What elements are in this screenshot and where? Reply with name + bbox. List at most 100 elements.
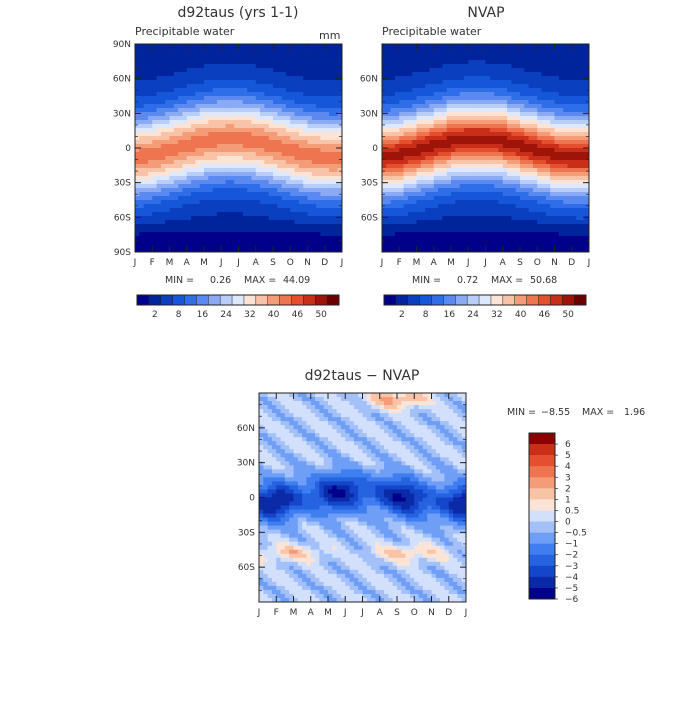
heatmap-cell [204,72,209,77]
heatmap-cell [260,120,265,125]
heatmap-cell [559,148,564,153]
heatmap-cell [507,224,512,229]
heatmap-cell [464,216,469,221]
heatmap-cell [178,200,183,205]
heatmap-cell [417,216,422,221]
heatmap-cell [308,160,313,165]
heatmap-cell [243,140,248,145]
heatmap-cell [251,104,256,109]
heatmap-cell [226,48,231,53]
heatmap-cell [152,80,157,85]
heatmap-cell [320,124,325,129]
heatmap-cell [204,212,209,217]
heatmap-cell [303,88,308,93]
heatmap-cell [204,168,209,173]
heatmap-cell [230,44,235,49]
heatmap-cell [490,164,495,169]
heatmap-cell [386,156,391,161]
heatmap-cell [455,224,460,229]
heatmap-cell [277,192,282,197]
heatmap-cell [386,44,391,49]
heatmap-cell [516,160,521,165]
heatmap-cell [533,236,538,241]
heatmap-cell [157,136,162,141]
heatmap-cell [421,204,426,209]
heatmap-cell [152,204,157,209]
heatmap-cell [221,44,226,49]
heatmap-cell [455,164,460,169]
heatmap-cell [464,128,469,133]
heatmap-cell [178,84,183,89]
heatmap-cell [503,232,508,237]
heatmap-cell [386,72,391,77]
heatmap-cell [277,68,282,73]
heatmap-cell [299,172,304,177]
heatmap-cell [200,208,205,213]
heatmap-cell [230,160,235,165]
heatmap-cell [234,132,239,137]
heatmap-cell [273,84,278,89]
heatmap-cell [312,160,317,165]
heatmap-cell [247,44,252,49]
heatmap-cell [208,44,213,49]
heatmap-cell [256,84,261,89]
heatmap-cell [333,48,338,53]
heatmap-cell [182,128,187,133]
heatmap-cell [529,160,534,165]
heatmap-cell [200,92,205,97]
heatmap-cell [404,116,409,121]
heatmap-cell [507,176,512,181]
heatmap-cell [256,88,261,93]
heatmap-cell [329,140,334,145]
y-tick-label: 30N [113,109,131,119]
heatmap-cell [421,120,426,125]
heatmap-cell [542,100,547,105]
heatmap-cell [299,100,304,105]
heatmap-cell [442,168,447,173]
heatmap-cell [386,160,391,165]
heatmap-cell [477,72,482,77]
x-tick-label: D [321,258,328,268]
heatmap-cell [486,172,491,177]
heatmap-cell [264,220,269,225]
heatmap-cell [429,228,434,233]
heatmap-cell [455,80,460,85]
heatmap-cell [277,188,282,193]
heatmap-cell [555,56,560,61]
heatmap-cell [251,152,256,157]
heatmap-cell [408,132,413,137]
heatmap-cell [498,184,503,189]
heatmap-cell [239,228,244,233]
heatmap-cell [239,216,244,221]
heatmap-cell [308,120,313,125]
heatmap-cell [204,244,209,249]
heatmap-cell [516,56,521,61]
heatmap-cell [572,164,577,169]
heatmap-cell [316,116,321,121]
heatmap-cell [329,236,334,241]
heatmap-cell [572,88,577,93]
heatmap-cell [320,140,325,145]
heatmap-cell [251,228,256,233]
heatmap-cell [520,212,525,217]
heatmap-cell [481,148,486,153]
heatmap-cell [417,232,422,237]
heatmap-cell [550,76,555,81]
heatmap-cell [542,216,547,221]
heatmap-cell [546,148,551,153]
heatmap-cell [230,220,235,225]
heatmap-cell [286,104,291,109]
heatmap-cell [217,168,222,173]
heatmap-cell [226,140,231,145]
heatmap-cell [282,100,287,105]
heatmap-cell [507,140,512,145]
heatmap-cell [511,52,516,57]
heatmap-cell [546,164,551,169]
heatmap-cell [455,44,460,49]
heatmap-cell [251,84,256,89]
heatmap-cell [524,112,529,117]
heatmap-cell [139,168,144,173]
heatmap-cell [559,104,564,109]
heatmap-cell [425,84,430,89]
heatmap-cell [213,128,218,133]
